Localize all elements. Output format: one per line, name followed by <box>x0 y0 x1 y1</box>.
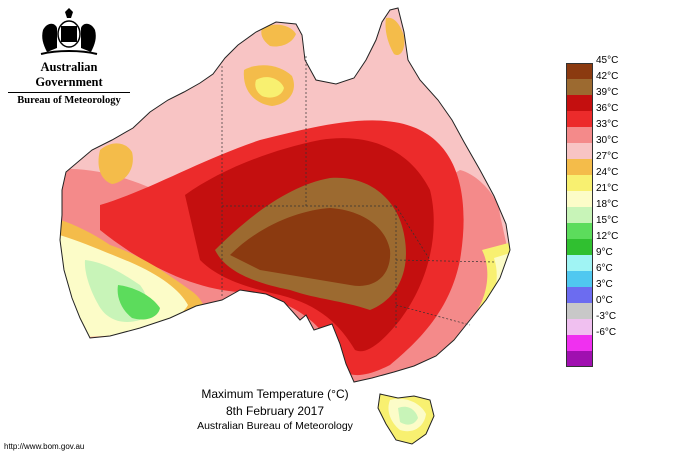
legend-swatch <box>566 63 593 79</box>
mainland-outline <box>59 7 511 383</box>
legend-label: 3°C <box>596 279 613 290</box>
legend-label: 21°C <box>596 183 619 194</box>
legend-label: 39°C <box>596 87 619 98</box>
legend-swatch <box>566 239 593 255</box>
legend-swatch <box>566 287 593 303</box>
legend-label: 15°C <box>596 215 619 226</box>
legend-row: -3°C <box>566 311 616 335</box>
legend-row: 42°C <box>566 71 618 95</box>
legend-label: 9°C <box>596 247 613 258</box>
legend-swatch <box>566 191 593 207</box>
legend-row: 36°C <box>566 103 618 127</box>
legend-swatch <box>566 335 593 351</box>
legend-row: 24°C <box>566 167 618 191</box>
bureau-title: Bureau of Meteorology <box>17 95 121 106</box>
legend-row: 21°C <box>566 183 618 207</box>
legend-swatch <box>566 111 593 127</box>
coat-of-arms-icon <box>40 8 98 55</box>
legend-label: 33°C <box>596 119 619 130</box>
legend-label: -3°C <box>596 311 617 322</box>
legend-label: -6°C <box>596 327 617 338</box>
legend-row: 12°C <box>566 231 618 255</box>
tasmania-outline <box>377 393 435 445</box>
legend-swatch <box>566 351 593 367</box>
temperature-legend: 45°C 42°C 39°C 36°C 33°C 30°C 27°C 24°C 21°C 18°C… <box>566 55 618 367</box>
legend-swatch <box>566 127 593 143</box>
government-branding: Australian Government Bureau of Meteorol… <box>8 8 130 106</box>
legend-swatch <box>566 303 593 319</box>
source-url[interactable]: http://www.bom.gov.au <box>4 442 85 451</box>
legend-swatch <box>566 175 593 191</box>
legend-label: 42°C <box>596 71 619 82</box>
legend-swatch <box>566 159 593 175</box>
legend-row: 3°C <box>566 279 614 303</box>
legend-swatch <box>566 95 593 111</box>
legend-row: 15°C <box>566 215 618 239</box>
legend-label: 6°C <box>596 263 613 274</box>
legend-label: 18°C <box>596 199 619 210</box>
legend-row: 6°C <box>566 263 614 287</box>
legend-row: 33°C <box>566 119 618 143</box>
legend-swatch <box>566 79 593 95</box>
legend-swatch <box>566 207 593 223</box>
map-date: 8th February 2017 <box>225 404 325 418</box>
legend-row: 39°C <box>566 87 618 111</box>
legend-swatch <box>566 319 593 335</box>
legend-swatch <box>566 143 593 159</box>
legend-label: 45°C <box>596 55 619 66</box>
legend-label: 27°C <box>596 151 619 162</box>
legend-row: 27°C <box>566 151 618 175</box>
map-title: Maximum Temperature (°C) <box>201 387 349 401</box>
legend-row: 30°C <box>566 135 618 159</box>
government-title: Australian Government <box>8 60 130 93</box>
legend-row: 9°C <box>566 247 614 271</box>
legend-label: 0°C <box>596 295 613 306</box>
map-caption: Maximum Temperature (°C) 8th February 20… <box>138 387 412 432</box>
legend-label: 36°C <box>596 103 619 114</box>
legend-swatch <box>566 223 593 239</box>
state-borders <box>221 56 496 330</box>
legend-row: 0°C <box>566 295 614 319</box>
legend-label: 12°C <box>596 231 619 242</box>
legend-row <box>566 351 614 367</box>
legend-label: 24°C <box>596 167 619 178</box>
legend-row: 18°C <box>566 199 618 223</box>
legend-swatch <box>566 255 593 271</box>
legend-row: 45°C <box>566 55 618 79</box>
legend-row: -6°C <box>566 327 616 351</box>
map-organisation: Australian Bureau of Meteorology <box>197 420 353 432</box>
legend-label: 30°C <box>596 135 619 146</box>
legend-swatch <box>566 271 593 287</box>
